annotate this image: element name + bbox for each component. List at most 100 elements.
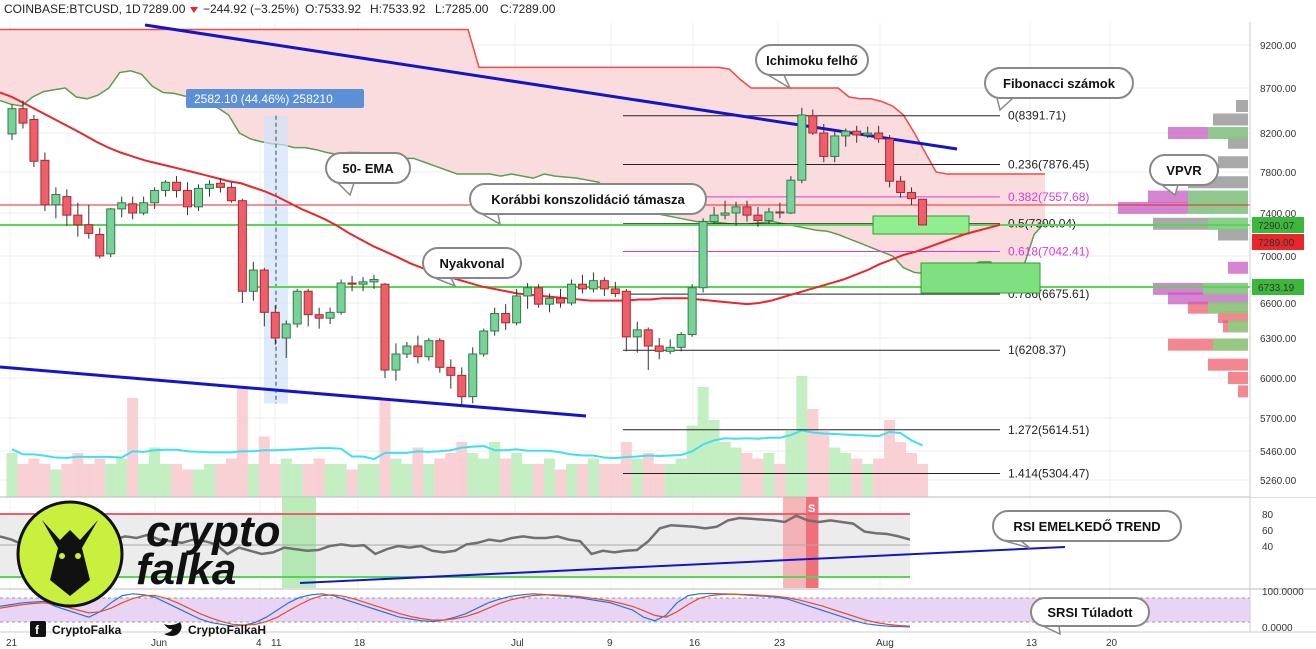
price-tick-4: 7400.00: [1260, 209, 1297, 220]
volume-bar-64: [708, 420, 720, 497]
candle-body-51: [566, 283, 576, 304]
srsi-axis-top: 100.0000: [1262, 587, 1304, 598]
candle-body-60: [665, 346, 675, 352]
candle-body-63: [698, 221, 708, 289]
callout-fibonacci-box: [984, 67, 1134, 99]
candle-body-37: [413, 345, 423, 358]
volume-bar-26: [291, 464, 303, 497]
rsi-axis-2: 40: [1262, 542, 1274, 553]
volume-bar-44: [489, 442, 501, 497]
vpvr-buy-2: [1203, 282, 1248, 295]
candle-body-74: [819, 132, 829, 157]
callout-ichimoku-text: Ichimoku felhő: [766, 53, 858, 68]
volume-bar-71: [785, 431, 797, 497]
volume-bar-46: [511, 453, 523, 497]
candle-body-59: [654, 345, 664, 352]
fib-label-8: 1.414(5304.47): [1008, 467, 1089, 481]
time-tick-10: 13: [1026, 638, 1038, 649]
volume-bar-43: [478, 458, 490, 497]
candle-body-40: [446, 366, 456, 376]
lower-trendline: [0, 365, 587, 418]
candle-body-31: [347, 282, 357, 285]
time-tick-8: 23: [774, 638, 786, 649]
price-label-2: 6733.19: [1258, 283, 1295, 294]
candle-body-54: [599, 280, 609, 290]
callout-neckline-box: [422, 247, 522, 279]
vpvr-buy-1: [1208, 301, 1248, 314]
volume-bar-70: [774, 464, 786, 497]
volume-bar-20: [225, 458, 237, 497]
vpvr-buy-4: [1188, 201, 1248, 214]
candle-body-36: [402, 345, 412, 355]
time-tick-7: 16: [689, 638, 701, 649]
candle-body-24: [270, 311, 280, 339]
candle-body-6: [73, 214, 83, 226]
volume-bar-66: [730, 447, 742, 497]
volume-bar-54: [598, 464, 610, 497]
drawn-lines: [0, 23, 1250, 418]
volume-bar-5: [61, 464, 73, 497]
volume-bar-68: [752, 458, 764, 497]
header-open: O:7533.92: [305, 2, 361, 16]
callouts: Ichimoku felhő Fibonacci számok 50- EMA Kor…: [325, 44, 1219, 636]
time-tick-5: Jul: [511, 638, 524, 649]
candle-body-32: [358, 281, 368, 285]
candle-body-8: [95, 234, 105, 257]
volume-bar-27: [302, 464, 314, 497]
candle-body-18: [204, 183, 214, 189]
callout-neckline-text: Nyakvonal: [439, 256, 504, 271]
facebook-handle: CryptoFalka: [52, 623, 122, 637]
price-tick-8: 6000.00: [1260, 374, 1297, 385]
volume-bar-40: [445, 453, 457, 497]
volume-bar-19: [214, 464, 226, 497]
candle-body-17: [193, 187, 203, 208]
upper-trendline: [144, 23, 958, 151]
vpvr-bar-11: [1218, 156, 1248, 169]
candle-body-71: [786, 179, 796, 214]
volume-bar-3: [39, 464, 51, 497]
volume-bar-13: [149, 447, 161, 497]
candle-body-79: [874, 132, 884, 140]
volume-bar-63: [697, 387, 709, 497]
candle-body-67: [742, 206, 752, 216]
vpvr-bar-5: [1228, 261, 1248, 274]
volume-bar-24: [269, 464, 281, 497]
candle-body-58: [643, 329, 653, 347]
volume-bar-48: [533, 464, 545, 497]
callout-srsi-box: [1030, 597, 1150, 627]
fib-label-7: 1.272(5614.51): [1008, 423, 1089, 437]
volume-bar-53: [587, 458, 599, 497]
time-tick-4: 18: [354, 638, 366, 649]
volume-bar-1: [17, 464, 29, 497]
volume-bar-28: [313, 458, 325, 497]
volume-bar-80: [884, 420, 896, 497]
header-symbol: COINBASE:BTCUSD, 1D: [4, 2, 141, 16]
vpvr-bar-1: [1218, 311, 1248, 323]
volume-bar-2: [28, 458, 40, 497]
logo: crypto falka: [16, 500, 280, 608]
volume-bar-62: [686, 425, 698, 497]
volume-bar-51: [565, 464, 577, 497]
candle-body-16: [183, 189, 193, 208]
callout-support-box: [469, 183, 707, 215]
volume-bar-33: [368, 464, 380, 497]
callout-ema-box: [325, 152, 411, 184]
candle-body-76: [841, 130, 851, 137]
measure-label: 2582.10 (44.46%) 258210: [194, 92, 333, 106]
candle-body-10: [117, 202, 127, 210]
vpvr-bar-12: [1228, 136, 1248, 149]
price-tick-3: 7800.00: [1260, 168, 1297, 179]
price-tick-11: 5260.00: [1260, 476, 1297, 487]
volume-bar-32: [357, 464, 369, 497]
volume-bar-69: [763, 453, 775, 497]
volume-bar-45: [500, 458, 512, 497]
volume-bar-14: [160, 464, 172, 497]
header-last: 7289.00: [142, 2, 186, 16]
volume-bar-42: [467, 453, 479, 497]
time-tick-11: 20: [1106, 638, 1118, 649]
rsi-line: [0, 514, 911, 556]
candle-body-72: [797, 114, 807, 181]
candle-body-75: [830, 135, 840, 157]
vpvr-bar-16: [1208, 358, 1248, 371]
